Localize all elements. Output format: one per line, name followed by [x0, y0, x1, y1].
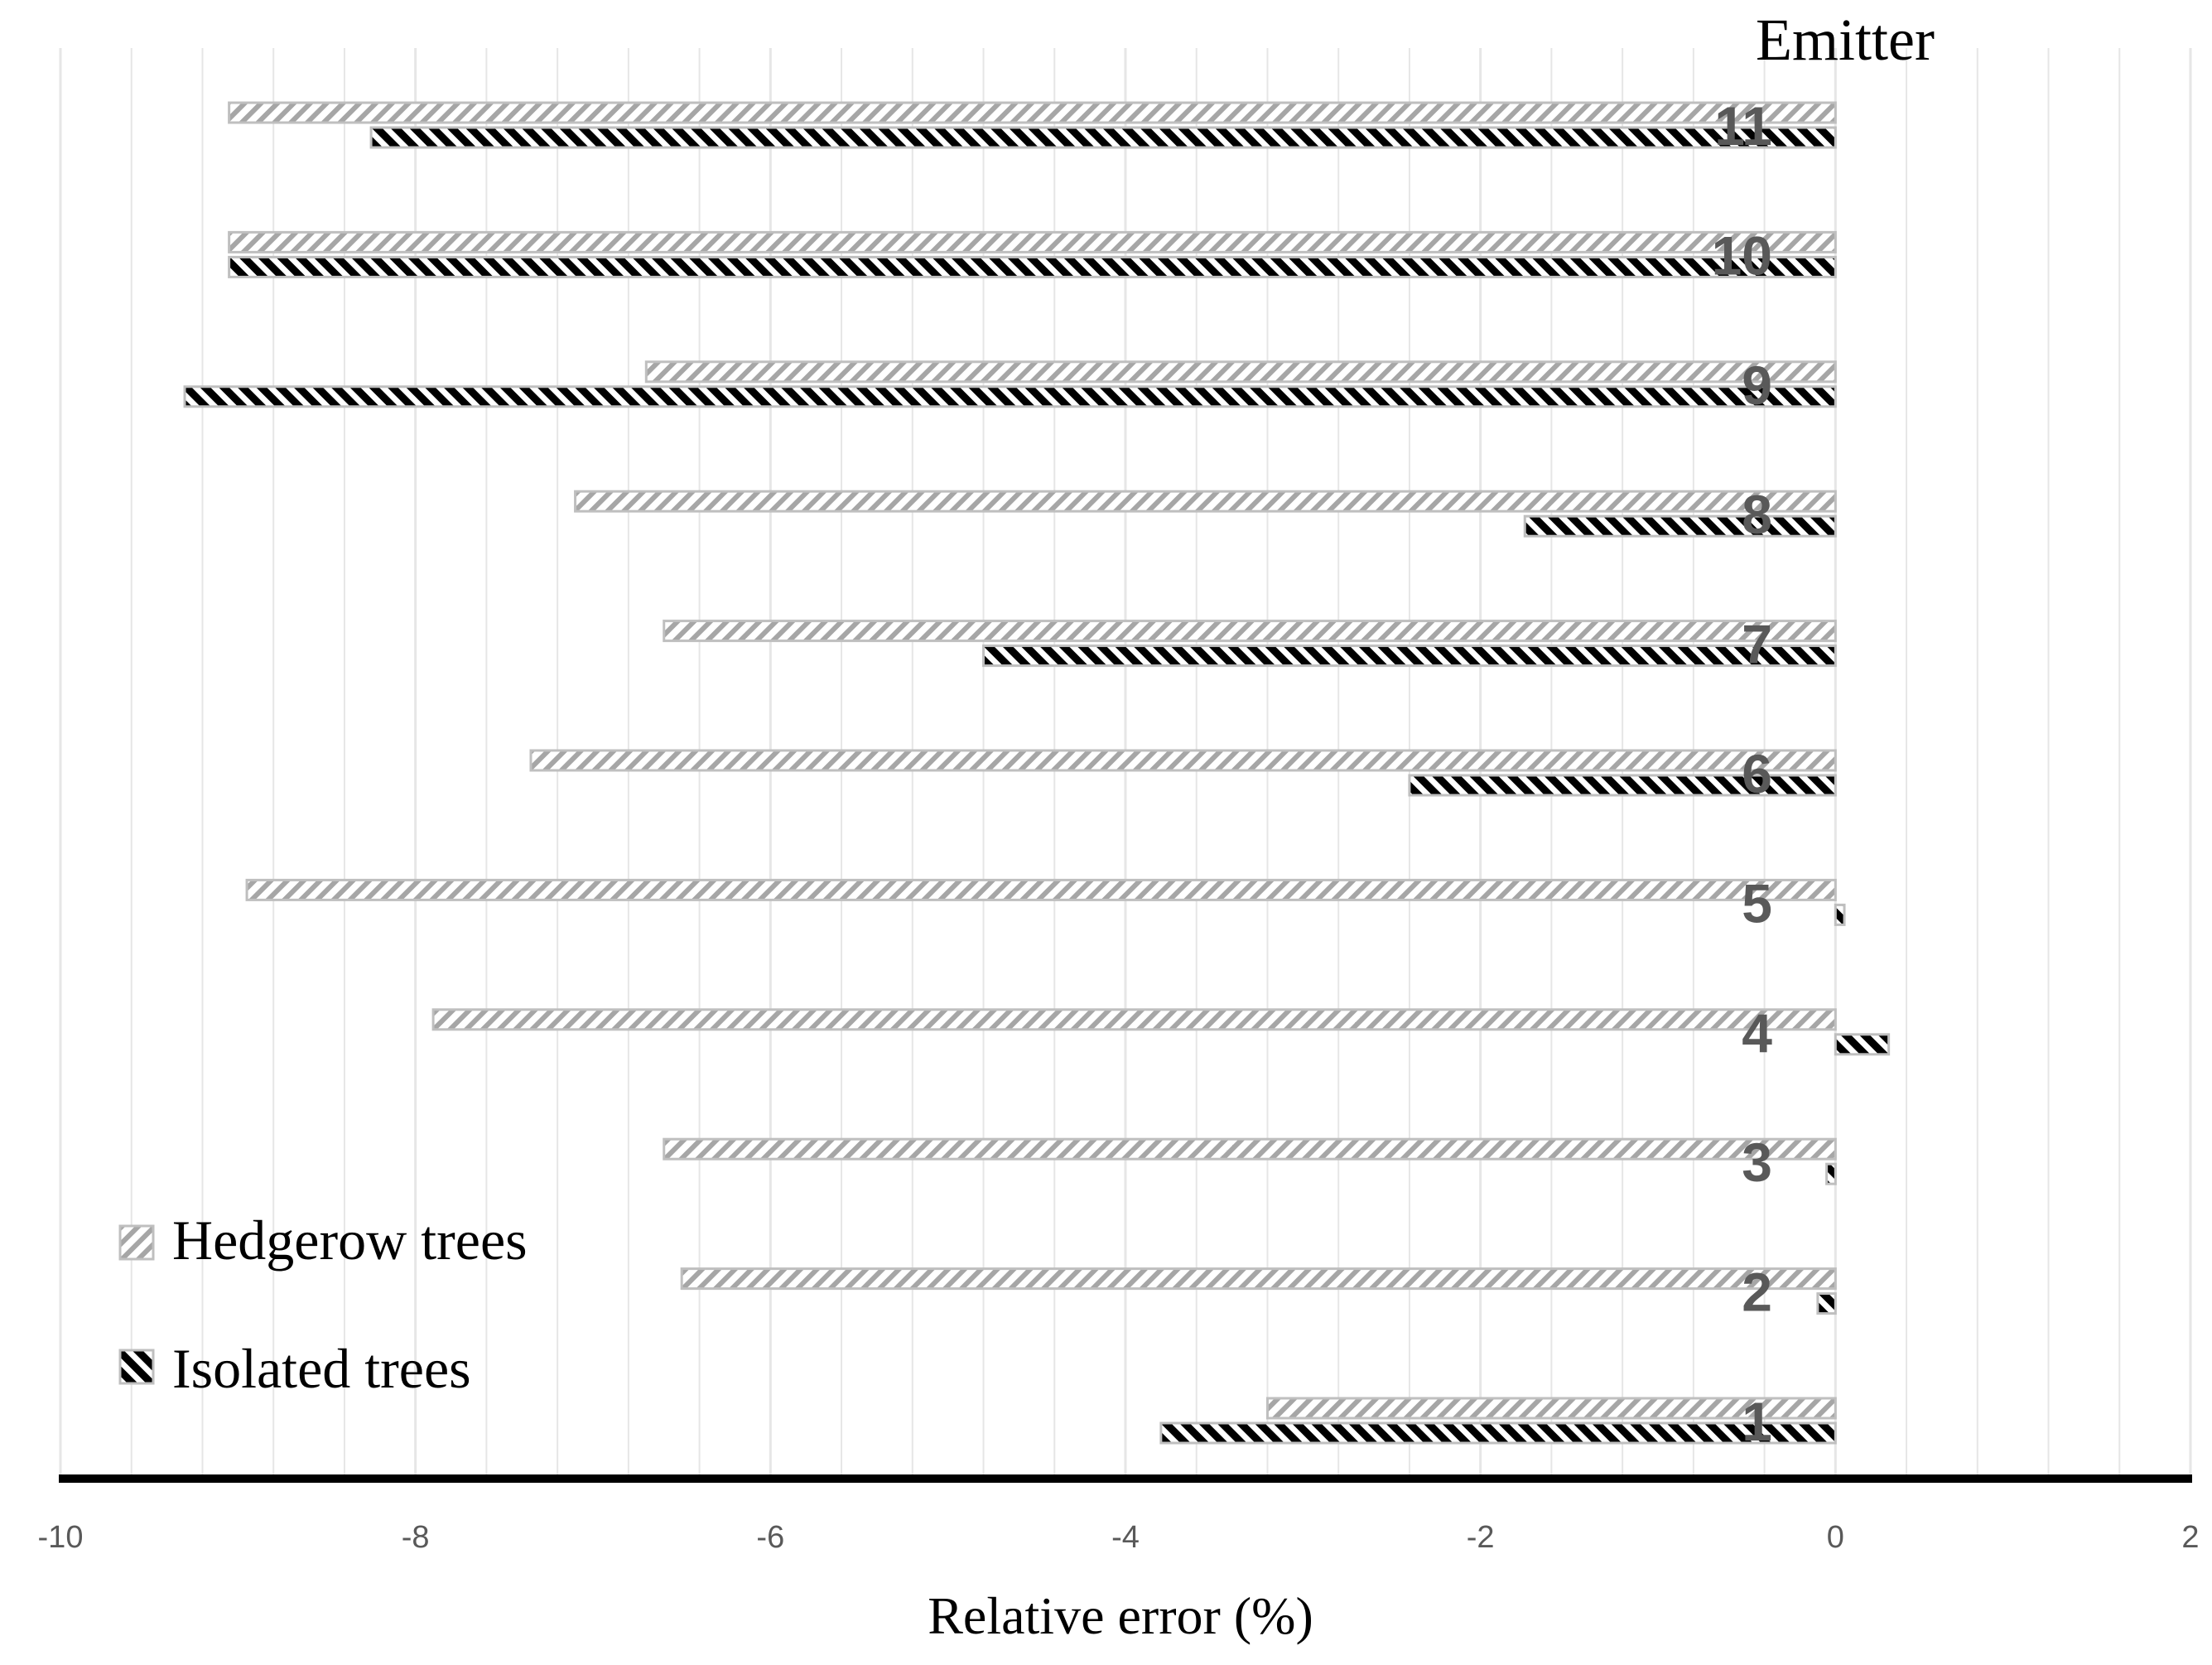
x-axis-title: Relative error (%)	[928, 1586, 1313, 1645]
category-labels: 1 2 3 4 5 6 7 8 9 10 11	[1712, 95, 1773, 1452]
category-axis-title: Emitter	[1756, 7, 1935, 73]
legend-label-isolated: Isolated trees	[172, 1337, 471, 1400]
x-tick-label: -6	[756, 1520, 784, 1555]
legend-swatch-isolated	[118, 1349, 155, 1385]
x-tick-labels: -10 -8 -6 -4 -2 0 2	[38, 1520, 2200, 1555]
legend: Hedgerow trees Isolated trees	[118, 1209, 528, 1400]
emitter-label-3: 3	[1742, 1132, 1772, 1193]
bar-hedgerow-emitter-6	[529, 749, 1837, 772]
emitter-label-4: 4	[1742, 1002, 1772, 1064]
legend-swatch-hedgerow	[118, 1224, 155, 1261]
bar-isolated-emitter-4	[1834, 1033, 1891, 1056]
bar-hedgerow-emitter-5	[245, 878, 1837, 901]
x-tick-label: 2	[2181, 1520, 2199, 1555]
x-tick-label: -8	[402, 1520, 430, 1555]
emitter-label-7: 7	[1742, 614, 1772, 675]
bar-isolated-emitter-1	[1159, 1421, 1837, 1445]
bar-isolated-emitter-7	[982, 644, 1837, 668]
bar-hedgerow-emitter-8	[574, 490, 1837, 513]
bar-hedgerow-emitter-11	[228, 101, 1837, 124]
x-tick-label: -10	[38, 1520, 84, 1555]
legend-label-hedgerow: Hedgerow trees	[172, 1209, 528, 1272]
bar-isolated-emitter-2	[1816, 1292, 1837, 1315]
emitter-label-2: 2	[1742, 1262, 1772, 1323]
bar-hedgerow-emitter-1	[1265, 1397, 1837, 1420]
bar-isolated-emitter-6	[1408, 774, 1837, 797]
x-tick-label: -2	[1467, 1520, 1495, 1555]
bar-isolated-emitter-10	[228, 255, 1837, 278]
bar-hedgerow-emitter-10	[228, 230, 1837, 253]
bar-hedgerow-emitter-2	[680, 1267, 1837, 1291]
emitter-label-6: 6	[1742, 743, 1772, 804]
emitter-label-5: 5	[1742, 872, 1772, 934]
bar-isolated-emitter-9	[183, 385, 1837, 408]
bar-hedgerow-emitter-3	[663, 1137, 1837, 1161]
emitter-label-10: 10	[1712, 224, 1772, 286]
emitter-label-11: 11	[1714, 95, 1772, 157]
x-tick-label: 0	[1827, 1520, 1844, 1555]
bar-isolated-emitter-8	[1523, 514, 1837, 538]
bar-hedgerow-emitter-7	[663, 620, 1837, 643]
bars	[183, 101, 1891, 1445]
x-tick-label: -4	[1111, 1520, 1140, 1555]
emitter-label-1: 1	[1742, 1391, 1772, 1452]
bar-isolated-emitter-3	[1825, 1162, 1837, 1185]
emitter-label-9: 9	[1742, 355, 1772, 416]
bar-isolated-emitter-5	[1834, 903, 1846, 926]
bar-isolated-emitter-11	[369, 126, 1837, 149]
bar-hedgerow-emitter-9	[644, 360, 1837, 384]
emitter-label-8: 8	[1742, 484, 1772, 545]
bar-hedgerow-emitter-4	[431, 1008, 1837, 1031]
